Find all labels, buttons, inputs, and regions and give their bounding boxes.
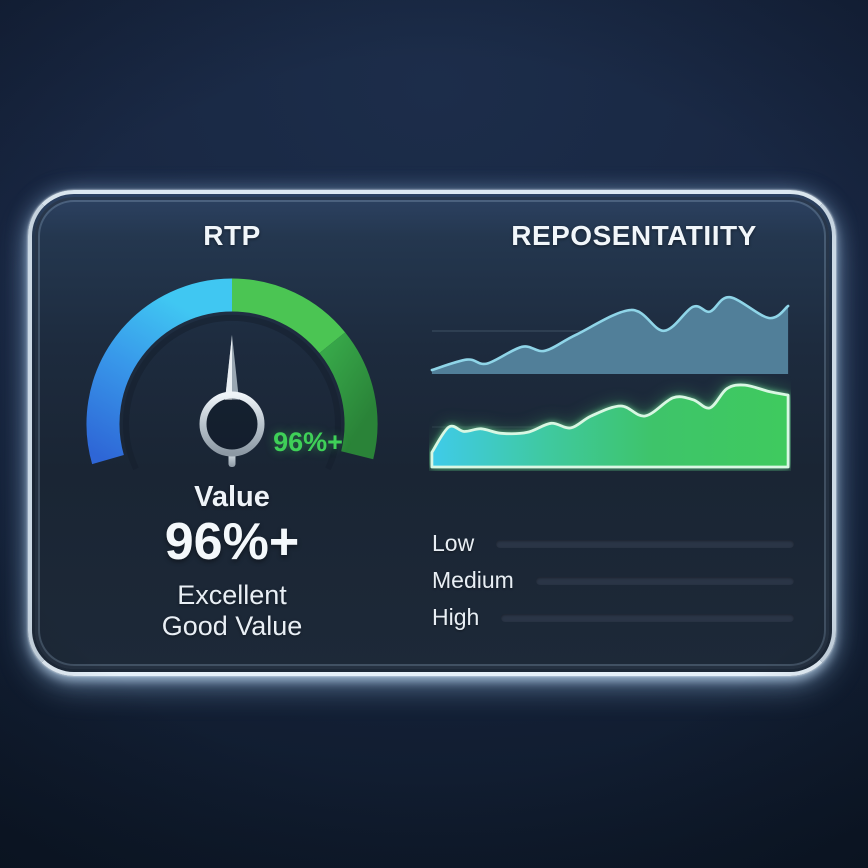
legend-row-medium: Medium (432, 562, 794, 599)
chart-section-title: REPOSENTATIITY (511, 220, 757, 251)
area-top-fill (431, 297, 789, 374)
value-subtitle-line2: Good Value (161, 611, 303, 641)
area-chart-bottom (430, 383, 790, 469)
value-big: 96%+ (164, 513, 300, 571)
gauge-needle-highlight (225, 335, 232, 400)
legend: Low Medium High (432, 525, 794, 636)
legend-bar-track-medium (535, 576, 794, 585)
area-chart-top (430, 295, 790, 374)
value-subtitle: Excellent Good Value (82, 580, 382, 642)
legend-label-high: High (432, 604, 480, 630)
legend-label-medium: Medium (432, 567, 514, 593)
legend-label-low: Low (432, 530, 475, 556)
area-bottom-fill (430, 383, 790, 469)
gauge-value-label: 96%+ (273, 427, 343, 457)
gauge-hub (199, 391, 265, 457)
value-subtitle-line1: Excellent (177, 580, 287, 610)
gauge-section-title: RTP (203, 220, 261, 251)
legend-row-low: Low (432, 525, 794, 562)
legend-row-high: High (432, 599, 794, 636)
legend-bar-track-high (501, 613, 794, 622)
legend-bar-track-low (496, 539, 794, 548)
dashboard-panel: RTP REPOSENTATIITY (28, 190, 836, 676)
